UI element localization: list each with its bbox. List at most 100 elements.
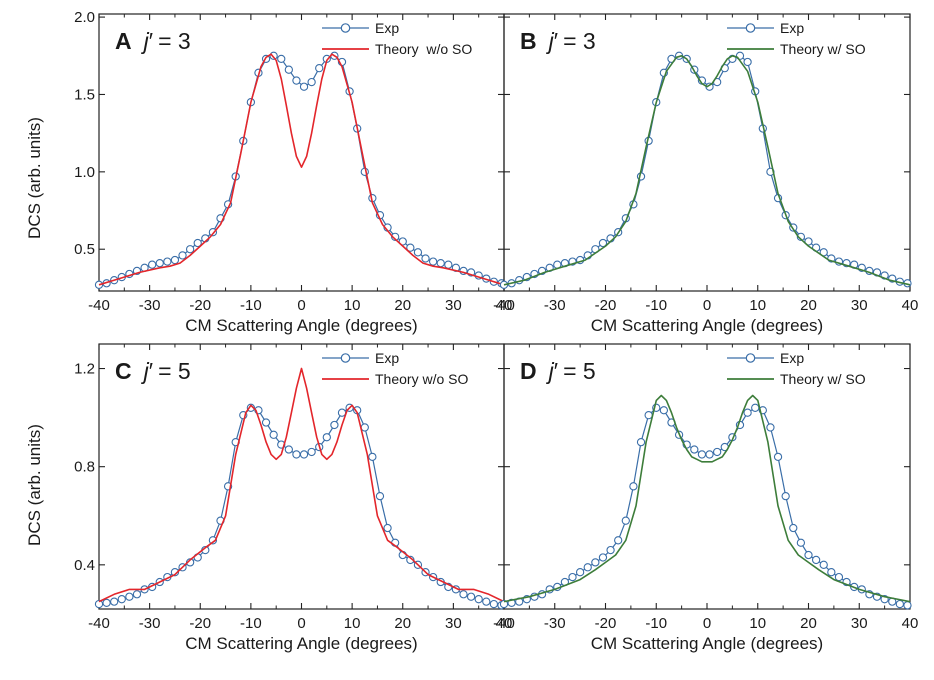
x-tick-label: 40 bbox=[496, 615, 513, 632]
exp-data-point bbox=[148, 260, 157, 269]
x-tick-label: -20 bbox=[595, 297, 617, 314]
series-layer bbox=[94, 367, 506, 610]
exp-data-point bbox=[315, 64, 324, 73]
exp-data-point bbox=[360, 423, 369, 432]
exp-data-point bbox=[383, 523, 392, 533]
panel-state-symbol: j bbox=[141, 28, 150, 54]
exp-data-point bbox=[614, 536, 623, 545]
exp-data-point bbox=[629, 482, 638, 491]
exp-data-point bbox=[391, 232, 400, 241]
exp-data-point bbox=[436, 258, 445, 268]
legend-label: Exp bbox=[780, 20, 804, 36]
legend-swatch-marker bbox=[340, 353, 351, 363]
exp-data-point bbox=[819, 560, 828, 569]
x-tick-label: 10 bbox=[749, 297, 766, 314]
exp-data-point bbox=[903, 601, 912, 610]
exp-data-point bbox=[155, 258, 164, 268]
series-line-exp bbox=[503, 407, 908, 606]
panel-letter: C bbox=[115, 358, 132, 384]
legend-label: Exp bbox=[375, 350, 399, 366]
legend-label: Exp bbox=[375, 20, 399, 36]
x-tick-label: 10 bbox=[344, 297, 361, 314]
series-line-theory bbox=[98, 367, 505, 603]
exp-data-point bbox=[482, 597, 491, 606]
panel-state-value: = 3 bbox=[563, 28, 596, 54]
exp-data-point bbox=[489, 599, 499, 609]
legend-label: Theory w/o SO bbox=[375, 371, 468, 387]
exp-data-point bbox=[466, 592, 476, 601]
x-axis-label: CM Scattering Angle (degrees) bbox=[185, 316, 417, 335]
x-tick-label: 40 bbox=[496, 297, 513, 314]
x-tick-label: -10 bbox=[645, 615, 667, 632]
exp-data-point bbox=[322, 433, 331, 442]
exp-data-point bbox=[413, 248, 423, 257]
x-tick-label: 0 bbox=[703, 297, 711, 314]
exp-data-point bbox=[132, 590, 142, 599]
series-layer bbox=[94, 51, 506, 289]
x-tick-label: 10 bbox=[749, 615, 766, 632]
exp-data-point bbox=[178, 251, 187, 260]
legend-label: Theory w/ SO bbox=[780, 371, 866, 387]
x-tick-label: 30 bbox=[445, 297, 462, 314]
exp-data-point bbox=[636, 437, 646, 447]
exp-data-point bbox=[292, 450, 301, 459]
x-tick-label: 20 bbox=[800, 615, 817, 632]
exp-data-point bbox=[375, 491, 385, 501]
exp-data-point bbox=[591, 558, 600, 567]
panel-letter: A bbox=[115, 28, 132, 54]
exp-data-point bbox=[337, 408, 347, 417]
exp-data-point bbox=[284, 445, 293, 454]
y-tick-label: 1.0 bbox=[74, 164, 95, 181]
legend: Exp Theory w/o SO bbox=[322, 20, 472, 57]
x-tick-label: 40 bbox=[902, 297, 919, 314]
panel-state-prime: ′ bbox=[554, 358, 558, 384]
y-tick-label: 0.4 bbox=[74, 557, 95, 574]
exp-data-point bbox=[751, 403, 760, 412]
panel-letter: B bbox=[520, 28, 537, 54]
exp-data-point bbox=[743, 408, 752, 417]
exp-data-point bbox=[621, 516, 630, 525]
x-axis-label: CM Scattering Angle (degrees) bbox=[591, 634, 823, 653]
x-tick-label: -40 bbox=[493, 297, 515, 314]
exp-data-point bbox=[193, 238, 202, 248]
x-tick-label: -20 bbox=[595, 615, 617, 632]
exp-data-point bbox=[94, 599, 104, 609]
x-tick-label: -20 bbox=[189, 615, 211, 632]
exp-data-point bbox=[117, 595, 126, 604]
panel-b: -40 -30 -20 -10 0 10 20 30 40 CM Scattering Angle… bbox=[493, 13, 919, 335]
panel-state-symbol: j bbox=[546, 28, 555, 54]
exp-data-point bbox=[299, 82, 309, 91]
panel-a: -40 -30 -20 -10 0 10 20 30 40 0.5 1.0 1.5 2.0 CM Scat… bbox=[74, 9, 512, 335]
x-tick-label: -10 bbox=[240, 297, 262, 314]
x-tick-label: 20 bbox=[394, 297, 411, 314]
y-tick-label: 0.5 bbox=[74, 241, 95, 258]
panels-layer: -40 -30 -20 -10 0 10 20 30 40 0.5 1.0 1.5 2.0 CM Scat… bbox=[74, 9, 918, 653]
x-tick-label: -20 bbox=[189, 297, 211, 314]
panel-state-prime: ′ bbox=[149, 358, 153, 384]
exp-data-point bbox=[659, 406, 669, 415]
series-line-exp bbox=[98, 55, 502, 286]
x-tick-label: 20 bbox=[800, 297, 817, 314]
panel-state-prime: ′ bbox=[554, 28, 558, 54]
panel-state-value: = 5 bbox=[563, 358, 596, 384]
exp-data-point bbox=[307, 77, 316, 87]
exp-data-point bbox=[598, 553, 608, 562]
series-line-theory bbox=[503, 394, 911, 603]
x-tick-label: 20 bbox=[394, 615, 411, 632]
exp-data-point bbox=[827, 568, 836, 577]
legend-swatch-marker bbox=[745, 353, 756, 363]
exp-data-point bbox=[895, 599, 904, 609]
x-axis-label: CM Scattering Angle (degrees) bbox=[185, 634, 417, 653]
x-tick-label: -40 bbox=[493, 615, 515, 632]
legend: Exp Theory w/o SO bbox=[322, 350, 468, 387]
legend: Exp Theory w/ SO bbox=[727, 350, 866, 387]
exp-data-point bbox=[110, 597, 119, 606]
exp-data-point bbox=[606, 545, 615, 555]
exp-data-point bbox=[277, 54, 286, 64]
series-line-exp bbox=[503, 55, 908, 286]
exp-data-point bbox=[713, 447, 722, 457]
exp-data-point bbox=[444, 260, 453, 269]
